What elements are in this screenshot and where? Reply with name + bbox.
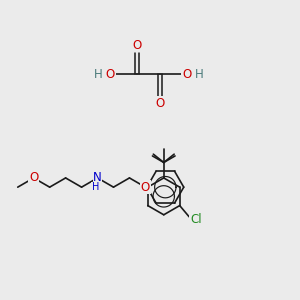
Text: Cl: Cl (190, 213, 202, 226)
Text: N: N (93, 171, 102, 184)
Text: H: H (92, 182, 99, 193)
Text: H: H (195, 68, 203, 81)
Text: O: O (106, 68, 115, 81)
Text: O: O (132, 39, 141, 52)
Text: O: O (141, 181, 150, 194)
Text: O: O (29, 171, 38, 184)
Text: O: O (156, 97, 165, 110)
Text: H: H (94, 68, 102, 81)
Text: O: O (182, 68, 191, 81)
